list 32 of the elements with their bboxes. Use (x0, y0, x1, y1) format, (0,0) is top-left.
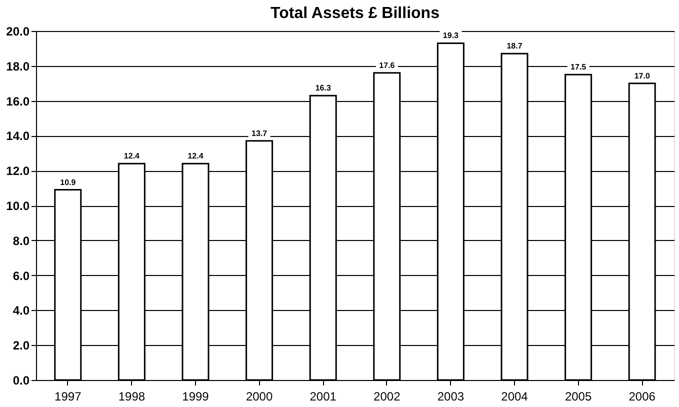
data-label: 18.7 (506, 42, 523, 51)
y-tick-label: 18.0 (6, 59, 30, 74)
x-tick-label: 2003 (437, 390, 464, 404)
y-tick-label: 16.0 (6, 94, 30, 108)
x-tick-label: 2001 (310, 390, 337, 404)
data-label: 16.3 (315, 84, 332, 93)
data-label: 12.4 (188, 152, 204, 161)
y-tick-label: 12.0 (6, 164, 30, 178)
x-tick-label: 2005 (564, 390, 592, 404)
x-tick-label: 1998 (118, 390, 146, 404)
x-tick-label: 1997 (54, 390, 82, 404)
x-tick-label: 2000 (246, 390, 273, 404)
x-tick-label: 1999 (182, 390, 210, 404)
data-label: 19.3 (442, 31, 460, 40)
y-tick-label: 2.0 (12, 338, 30, 353)
x-tick-label: 2002 (374, 390, 401, 404)
chart-title: Total Assets £ Billions (270, 5, 440, 22)
y-tick-label: 10.0 (6, 199, 30, 213)
data-label: 13.7 (252, 128, 268, 138)
y-tick-label: 6.0 (12, 268, 30, 283)
x-tick-label: 2006 (628, 390, 656, 404)
data-label: 17.5 (570, 62, 587, 72)
data-label: 12.4 (124, 152, 140, 161)
y-tick-label: 14.0 (6, 129, 30, 144)
y-tick-label: 0.0 (12, 374, 30, 388)
y-tick-label: 8.0 (12, 234, 30, 248)
y-tick-label: 20.0 (6, 24, 30, 38)
data-label: 17.0 (634, 71, 650, 80)
x-tick-label: 2004 (501, 390, 528, 404)
data-label: 17.6 (379, 60, 396, 70)
y-tick-label: 4.0 (12, 304, 30, 318)
data-label: 10.9 (60, 178, 76, 187)
